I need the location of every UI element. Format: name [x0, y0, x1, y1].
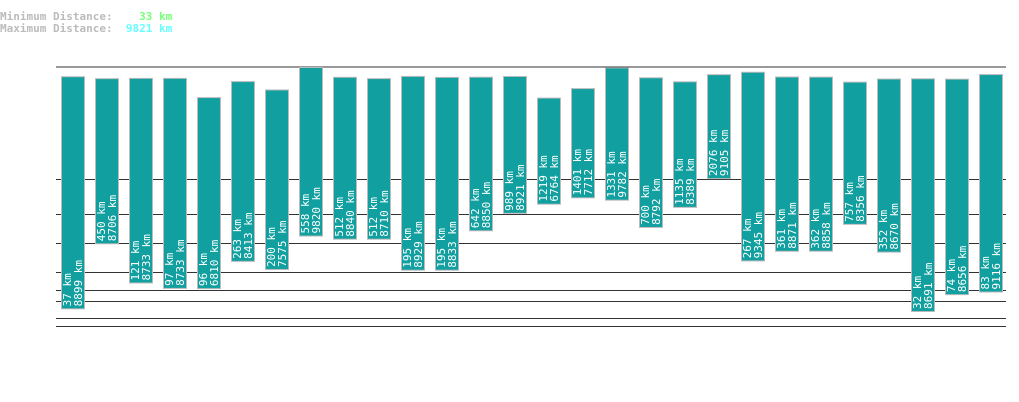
max-distance-label: 8706 km — [106, 195, 119, 242]
max-distance-label: 8389 km — [684, 158, 697, 205]
range-bar — [673, 81, 697, 208]
max-distance-label: 9116 km — [990, 243, 1003, 290]
range-bar — [503, 76, 527, 214]
min-distance-label: 121 km — [129, 240, 142, 280]
range-bar — [367, 78, 391, 240]
max-distance-label: 8929 km — [412, 221, 425, 268]
min-distance-label: 1331 km — [605, 151, 618, 198]
range-bar — [163, 77, 187, 289]
range-bar — [843, 81, 867, 225]
range-bar — [95, 78, 119, 245]
min-distance-label: 512 km — [333, 197, 346, 237]
range-bar — [265, 89, 289, 270]
max-distance-label: 8413 km — [242, 212, 255, 259]
max-distance-label: 9345 km — [752, 212, 765, 259]
range-bar — [707, 74, 731, 180]
max-distance-label: 8921 km — [514, 164, 527, 211]
min-distance-label: 352 km — [877, 210, 890, 250]
max-distance-label: 9820 km — [310, 187, 323, 234]
max-distance-label: Maximum Distance: — [0, 22, 113, 35]
max-distance-label: 8792 km — [650, 178, 663, 225]
min-distance-label: 700 km — [639, 185, 652, 225]
range-bar — [299, 67, 323, 237]
max-distance-label: 7575 km — [276, 220, 289, 267]
min-distance-label: 1135 km — [673, 158, 686, 205]
min-distance-label: 450 km — [95, 201, 108, 241]
min-distance-label: 558 km — [299, 193, 312, 233]
min-distance-label: 74 km — [945, 259, 958, 292]
max-distance-value: 9821 km — [125, 22, 173, 35]
max-distance-row: Maximum Distance: 9821 km — [0, 22, 172, 35]
range-bar — [911, 78, 935, 312]
min-distance-label: 2076 km — [707, 129, 720, 176]
range-bar — [537, 97, 561, 205]
min-distance-label: 195 km — [401, 228, 414, 268]
range-bar — [979, 74, 1003, 293]
range-bar — [809, 76, 833, 252]
min-distance-label: 757 km — [843, 182, 856, 222]
min-distance-label: 1219 km — [537, 155, 550, 202]
max-distance-label: 8871 km — [786, 202, 799, 249]
max-distance-label: 8710 km — [378, 190, 391, 237]
min-distance-label: 195 km — [435, 228, 448, 268]
min-distance-label: 362 km — [809, 209, 822, 249]
range-bar — [605, 67, 629, 201]
range-bar — [775, 76, 799, 252]
range-bar — [197, 97, 221, 290]
range-bar — [401, 75, 425, 271]
min-distance-label: 267 km — [741, 218, 754, 258]
range-bar — [571, 88, 595, 199]
min-distance-label: 200 km — [265, 227, 278, 267]
range-bar — [333, 76, 357, 240]
max-distance-label: 8733 km — [140, 234, 153, 281]
range-bar — [741, 71, 765, 262]
min-distance-label: 361 km — [775, 209, 788, 249]
max-distance-label: 9782 km — [616, 151, 629, 198]
range-bar — [639, 77, 663, 228]
min-distance-label: 512 km — [367, 197, 380, 237]
max-distance-label: 8733 km — [174, 239, 187, 286]
max-distance-label: 8899 km — [72, 260, 85, 307]
range-bar — [877, 78, 901, 253]
range-bar — [469, 76, 493, 232]
max-distance-label: 8840 km — [344, 190, 357, 237]
max-distance-label: 8656 km — [956, 245, 969, 292]
min-distance-label: 642 km — [469, 188, 482, 228]
min-distance-label: 97 km — [163, 252, 176, 285]
max-distance-label: 8691 km — [922, 262, 935, 309]
min-distance-row: Minimum Distance: 33 km — [0, 10, 172, 23]
range-bar — [435, 76, 459, 271]
range-bar — [129, 77, 153, 284]
range-bar — [231, 81, 255, 262]
range-bar — [945, 78, 969, 296]
min-distance-label: 37 km — [61, 273, 74, 306]
max-distance-label: 9105 km — [718, 129, 731, 176]
max-distance-label: 8356 km — [854, 175, 867, 222]
min-distance-label: Minimum Distance: — [0, 10, 113, 23]
max-distance-label: 8833 km — [446, 221, 459, 268]
min-distance-label: 263 km — [231, 219, 244, 259]
min-distance-label: 989 km — [503, 171, 516, 211]
max-distance-label: 6810 km — [208, 239, 221, 286]
min-distance-label: 32 km — [911, 276, 924, 309]
range-bar — [61, 76, 85, 310]
min-distance-label: 83 km — [979, 256, 992, 289]
max-distance-label: 7712 km — [582, 149, 595, 196]
min-distance-label: 1401 km — [571, 149, 584, 196]
min-distance-value: 33 km — [139, 10, 173, 23]
max-distance-label: 8858 km — [820, 202, 833, 249]
min-distance-label: 96 km — [197, 253, 210, 286]
max-distance-label: 8670 km — [888, 203, 901, 250]
max-distance-label: 8850 km — [480, 182, 493, 229]
max-distance-label: 6764 km — [548, 155, 561, 202]
